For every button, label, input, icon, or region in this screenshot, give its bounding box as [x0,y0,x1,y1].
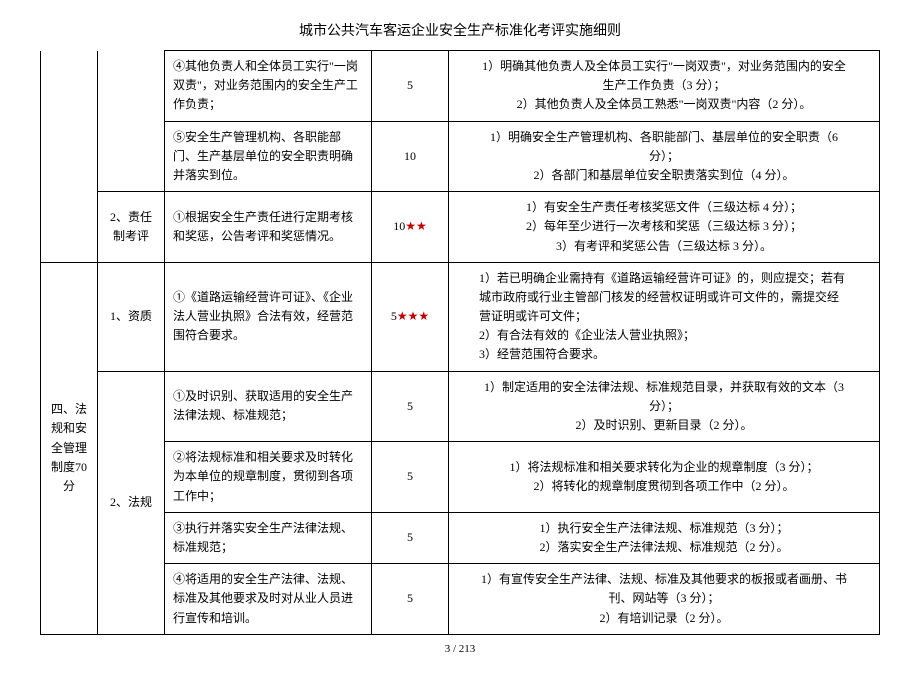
table-row: 2、法规 ①及时识别、获取适用的安全生产法律法规、标准规范； 5 1）制定适用的… [41,371,880,442]
cell-score: 5 [372,564,449,635]
cell-cat [41,51,98,263]
main-table: ④其他负责人和全体员工实行"一岗双责"，对业务范围内的安全生产工作负责； 5 1… [40,50,880,635]
cell-desc: 1）制定适用的安全法律法规、标准规范目录，并获取有效的文本（3 分）； 2）及时… [449,371,880,442]
table-row: ②将法规标准和相关要求及时转化为本单位的规章制度，贯彻到各项工作中； 5 1）将… [41,442,880,513]
cell-item: ④其他负责人和全体员工实行"一岗双责"，对业务范围内的安全生产工作负责； [165,51,372,122]
cell-item: ①《道路运输经营许可证》、《企业法人营业执照》合法有效，经营范围符合要求。 [165,262,372,371]
table-row: 四、法规和安全管理制度70 分 1、资质 ①《道路运输经营许可证》、《企业法人营… [41,262,880,371]
cell-desc: 1）明确安全生产管理机构、各职能部门、基层单位的安全职责（6 分）； 2）各部门… [449,121,880,192]
star-icon: ★★★ [397,309,429,323]
cell-desc: 1）将法规标准和相关要求转化为企业的规章制度（3 分）； 2）将转化的规章制度贯… [449,442,880,513]
cell-desc: 1）有安全生产责任考核奖惩文件（三级达标 4 分）； 2）每年至少进行一次考核和… [449,192,880,263]
cell-score: 10 [372,121,449,192]
cell-item: ①及时识别、获取适用的安全生产法律法规、标准规范； [165,371,372,442]
table-row: ③执行并落实安全生产法律法规、标准规范； 5 1）执行安全生产法律法规、标准规范… [41,512,880,563]
cell-item: ②将法规标准和相关要求及时转化为本单位的规章制度，贯彻到各项工作中； [165,442,372,513]
cell-desc: 1）若已明确企业需持有《道路运输经营许可证》的，则应提交；若有城市政府或行业主管… [449,262,880,371]
cell-desc: 1）明确其他负责人及全体员工实行"一岗双责"，对业务范围内的安全生产工作负责（3… [449,51,880,122]
cell-item: ④将适用的安全生产法律、法规、标准及其他要求及时对从业人员进行宣传和培训。 [165,564,372,635]
cell-score: 10★★ [372,192,449,263]
table-row: 2、责任制考评 ①根据安全生产责任进行定期考核和奖惩，公告考评和奖惩情况。 10… [41,192,880,263]
cell-score: 5 [372,512,449,563]
cell-sub: 2、责任制考评 [98,192,165,263]
page-footer: 3 / 213 [40,643,880,655]
cell-desc: 1）有宣传安全生产法律、法规、标准及其他要求的板报或者画册、书刊、网站等（3 分… [449,564,880,635]
cell-sub [98,51,165,192]
table-row: ④将适用的安全生产法律、法规、标准及其他要求及时对从业人员进行宣传和培训。 5 … [41,564,880,635]
table-row: ⑤安全生产管理机构、各职能部门、生产基层单位的安全职责明确并落实到位。 10 1… [41,121,880,192]
cell-cat: 四、法规和安全管理制度70 分 [41,262,98,634]
cell-item: ⑤安全生产管理机构、各职能部门、生产基层单位的安全职责明确并落实到位。 [165,121,372,192]
cell-item: ③执行并落实安全生产法律法规、标准规范； [165,512,372,563]
cell-score: 5★★★ [372,262,449,371]
cell-score: 5 [372,442,449,513]
star-icon: ★★ [405,219,427,233]
cell-item: ①根据安全生产责任进行定期考核和奖惩，公告考评和奖惩情况。 [165,192,372,263]
cell-desc: 1）执行安全生产法律法规、标准规范（3 分）； 2）落实安全生产法律法规、标准规… [449,512,880,563]
table-row: ④其他负责人和全体员工实行"一岗双责"，对业务范围内的安全生产工作负责； 5 1… [41,51,880,122]
cell-score: 5 [372,371,449,442]
cell-sub: 2、法规 [98,371,165,634]
cell-score: 5 [372,51,449,122]
page-title: 城市公共汽车客运企业安全生产标准化考评实施细则 [40,20,880,40]
cell-sub: 1、资质 [98,262,165,371]
